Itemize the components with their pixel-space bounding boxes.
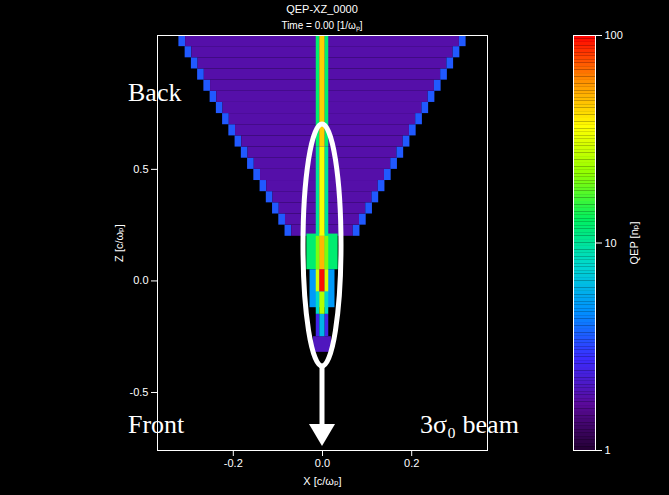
svg-text:100: 100 (605, 29, 623, 41)
svg-text:0.0: 0.0 (133, 274, 148, 286)
html-text:3σ₀ beam: 3σ₀ beam (420, 410, 519, 439)
svg-text:0.5: 0.5 (133, 163, 148, 175)
svg-text:0.0: 0.0 (315, 457, 330, 469)
svg-text:QEP [nₚ]: QEP [nₚ] (628, 221, 640, 264)
svg-text:Z [c/ωₚ]: Z [c/ωₚ] (113, 224, 125, 262)
svg-text:X [c/ωₚ]: X [c/ωₚ] (303, 475, 341, 487)
html-text:QEP-XZ_0000: QEP-XZ_0000 (286, 3, 358, 15)
svg-text:-0.2: -0.2 (224, 457, 243, 469)
html-text:Time = 0.00 [1/ωₚ]: Time = 0.00 [1/ωₚ] (281, 20, 363, 31)
svg-text:0.2: 0.2 (404, 457, 419, 469)
html-text:Front: Front (128, 410, 185, 439)
svg-text:10: 10 (605, 237, 617, 249)
html-text:Back: Back (128, 78, 182, 107)
svg-text:1: 1 (605, 444, 611, 456)
svg-text:-0.5: -0.5 (130, 386, 149, 398)
